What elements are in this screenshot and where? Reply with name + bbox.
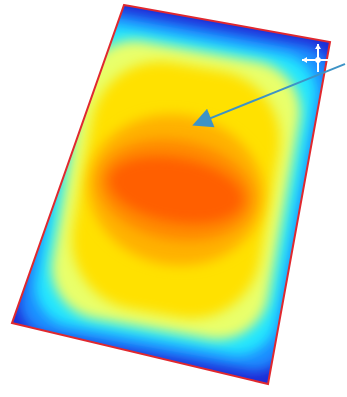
origin-triad-icon (302, 44, 334, 72)
contour-plate (12, 5, 330, 384)
contour-bands (12, 5, 330, 384)
contour-band-7 (108, 156, 244, 224)
plate-border (10, 3, 332, 386)
pointer-arrow (192, 63, 346, 128)
